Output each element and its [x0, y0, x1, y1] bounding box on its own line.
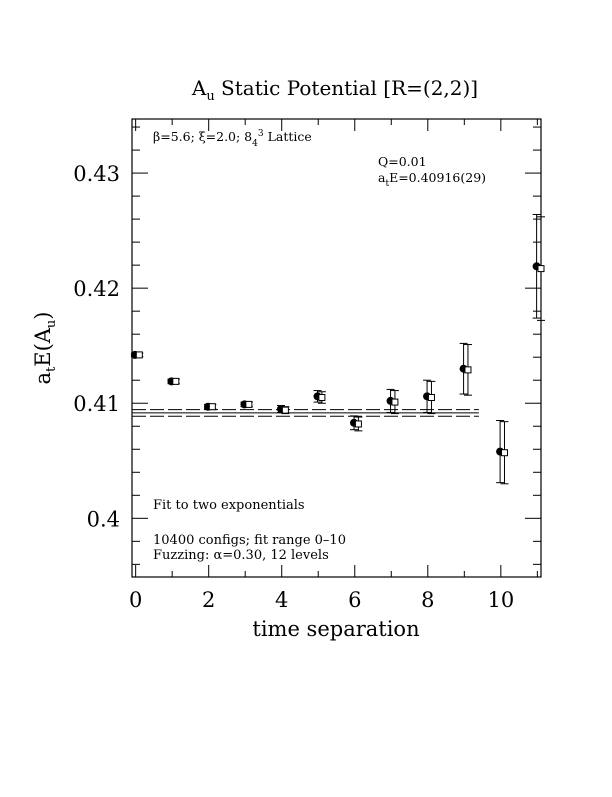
- fit-quality-label: Q=0.01: [378, 154, 427, 169]
- x-axis-label: time separation: [252, 617, 419, 641]
- data-point-square: [354, 420, 362, 428]
- data-point-square: [318, 393, 326, 401]
- y-tick-labels: 0.4 0.41 0.42 0.43: [73, 162, 120, 531]
- fit-method-note: Fit to two exponentials: [153, 498, 305, 513]
- data-point-square: [427, 393, 435, 401]
- data-point-square: [135, 351, 143, 359]
- data-point-square: [281, 406, 289, 414]
- fit-energy-label: atE=0.40916(29): [378, 170, 486, 189]
- axis-ticks: [132, 119, 541, 577]
- x-tick-label: 2: [202, 588, 215, 612]
- data-point-square: [537, 265, 545, 273]
- chart-title: Au Static Potential [R=(2,2)]: [191, 76, 478, 104]
- x-tick-label: 6: [348, 588, 361, 612]
- x-tick-label: 0: [129, 588, 142, 612]
- data-point-square: [208, 403, 216, 411]
- y-axis-label: atE(Au): [31, 311, 59, 384]
- data-point-square: [500, 449, 508, 457]
- x-tick-label: 4: [275, 588, 288, 612]
- lattice-label: β=5.6; ξ=2.0; 843 Lattice: [153, 129, 312, 149]
- x-tick-label: 10: [487, 588, 514, 612]
- y-tick-label: 0.41: [73, 392, 120, 416]
- y-tick-label: 0.43: [73, 162, 120, 186]
- x-tick-labels: 0 2 4 6 8 10: [129, 588, 514, 612]
- y-tick-label: 0.4: [87, 507, 120, 531]
- data-point-square: [464, 366, 472, 374]
- data-point-square: [391, 398, 399, 406]
- plot-frame: [131, 118, 542, 578]
- x-tick-label: 8: [421, 588, 434, 612]
- data-point-square: [245, 400, 253, 408]
- data-marks: [130, 214, 545, 485]
- fuzzing-note: Fuzzing: α=0.30, 12 levels: [153, 548, 329, 563]
- data-point-square: [172, 377, 180, 385]
- y-tick-label: 0.42: [73, 277, 120, 301]
- configs-note: 10400 configs; fit range 0–10: [153, 533, 346, 548]
- fit-band: [132, 409, 479, 417]
